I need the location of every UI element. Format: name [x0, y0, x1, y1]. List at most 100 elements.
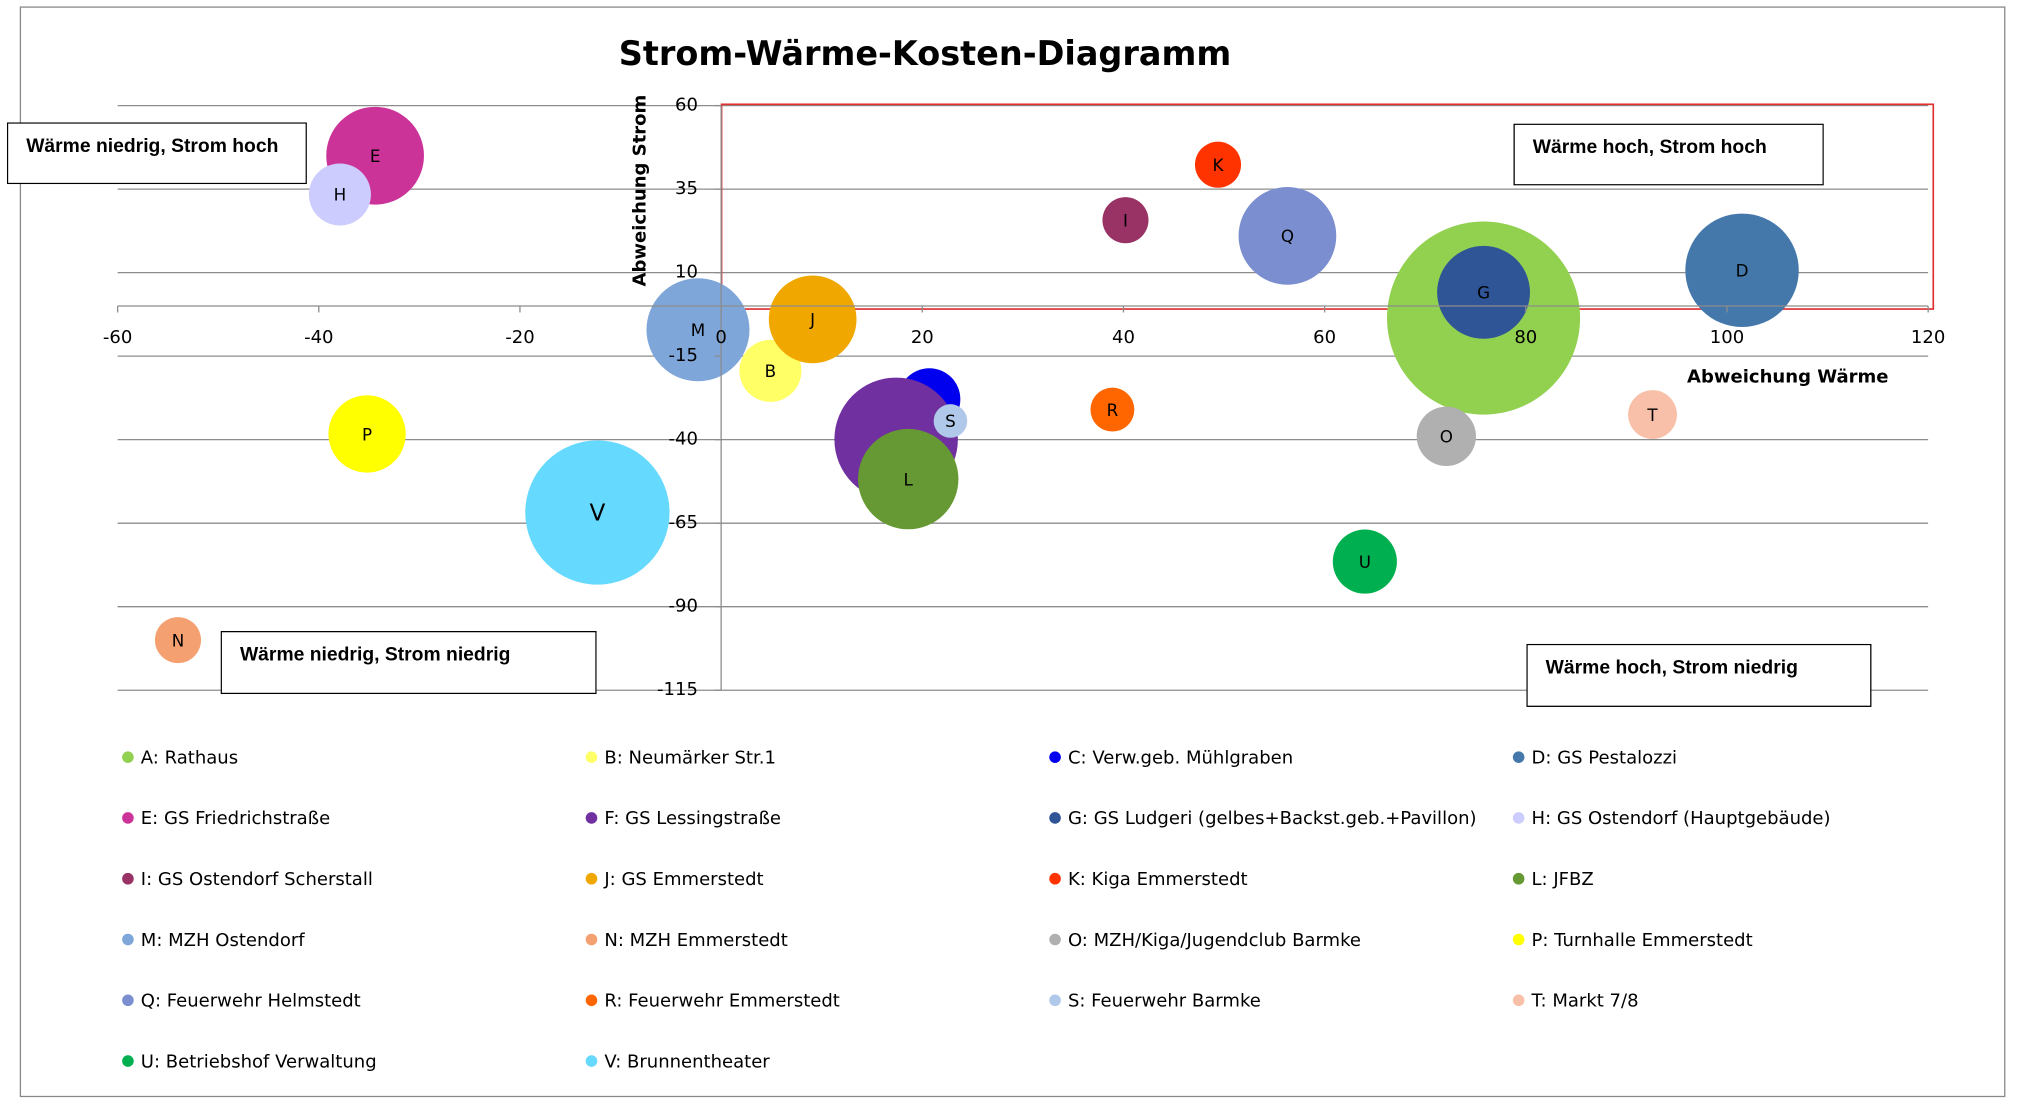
bubble-label: P — [362, 424, 372, 444]
annotation-box: Wärme niedrig, Strom hoch — [6, 122, 307, 185]
legend-swatch — [122, 1055, 134, 1067]
y-tick-label: -15 — [669, 345, 698, 366]
legend-swatch — [122, 994, 134, 1007]
legend-swatch — [122, 933, 134, 946]
y-tick-label: -65 — [669, 512, 698, 533]
y-tick-label: 60 — [675, 95, 698, 116]
bubble — [858, 428, 959, 530]
legend: A: Rathaus B: Neumärker Str.1 C: Verw.geb.… — [122, 747, 1831, 1072]
bubble-label: D — [1736, 261, 1749, 281]
bubble-label: G — [1477, 283, 1490, 303]
bubble-label: E — [370, 146, 381, 166]
bubble-label: T — [1646, 405, 1658, 425]
legend-label: Q: Feuerwehr Helmstedt — [141, 991, 361, 1012]
legend-swatch — [1512, 872, 1525, 885]
legend-label: S: Feuerwehr Barmke — [1068, 991, 1261, 1012]
y-axis-title: Abweichung Strom — [629, 95, 650, 287]
y-tick-label: 35 — [675, 178, 698, 199]
bubble-label: M — [691, 320, 705, 340]
legend-label: C: Verw.geb. Mühlgraben — [1068, 747, 1293, 768]
bubble-label: U — [1359, 552, 1371, 572]
x-tick-label: 0 — [715, 327, 726, 348]
x-tick-label: 80 — [1514, 327, 1537, 348]
grid — [117, 104, 1929, 691]
legend-label: I: GS Ostendorf Scherstall — [141, 869, 373, 890]
bubble — [1437, 245, 1530, 339]
legend-label: B: Neumärker Str.1 — [604, 747, 776, 768]
legend-label: D: GS Pestalozzi — [1532, 747, 1678, 768]
bubble-label: L — [904, 469, 914, 489]
legend-label: H: GS Ostendorf (Hauptgebäude) — [1532, 808, 1831, 829]
x-axis-title: Abweichung Wärme — [1687, 366, 1888, 387]
bubble-label: R — [1107, 400, 1119, 420]
bubbles: ABCDEFGHIJKLMNOPQRSTUV — [154, 106, 1799, 664]
legend-swatch — [1049, 994, 1061, 1007]
legend-swatch — [1512, 751, 1525, 763]
bubble-label: Q — [1281, 226, 1294, 246]
x-tick-label: 60 — [1313, 327, 1336, 348]
legend-swatch — [585, 994, 598, 1007]
bubble — [308, 163, 371, 226]
legend-label: O: MZH/Kiga/Jugendclub Barmke — [1068, 930, 1361, 951]
y-tick-label: -115 — [657, 679, 698, 700]
bubble-label: N — [172, 630, 185, 650]
x-tick-label: 120 — [1911, 327, 1945, 348]
legend-swatch — [585, 812, 598, 824]
y-tick-label: 10 — [675, 262, 698, 283]
legend-label: J: GS Emmerstedt — [603, 869, 763, 890]
legend-swatch — [122, 751, 134, 763]
legend-swatch — [585, 872, 598, 885]
bubble-label: B — [765, 361, 776, 381]
legend-label: A: Rathaus — [141, 747, 238, 768]
x-tick-label: 100 — [1710, 327, 1744, 348]
bubble — [154, 617, 202, 664]
legend-swatch — [1049, 812, 1061, 824]
legend-swatch — [1512, 812, 1525, 824]
annotation-text: Wärme hoch, Strom hoch — [1513, 123, 1824, 186]
bubble — [1685, 213, 1799, 328]
legend-label: V: Brunnentheater — [604, 1051, 770, 1072]
x-tick-label: 40 — [1112, 327, 1135, 348]
legend-swatch — [1049, 933, 1061, 946]
y-tick-label: -40 — [669, 429, 698, 450]
chart-title: Strom-Wärme-Kosten-Diagramm — [619, 34, 1231, 73]
bubble — [1416, 406, 1476, 466]
annotations: Wärme niedrig, Strom hoch Wärme hoch, Str… — [6, 122, 1872, 707]
legend-swatch — [1049, 872, 1061, 885]
bubble — [1194, 141, 1242, 188]
annotation-text: Wärme niedrig, Strom hoch — [6, 122, 307, 185]
legend-swatch — [1049, 751, 1061, 763]
annotation-box: Wärme niedrig, Strom niedrig — [220, 630, 597, 695]
annotation-text: Wärme hoch, Strom niedrig — [1526, 643, 1872, 707]
bubble — [768, 275, 857, 364]
axes: 60 35 10 -15 -40 -65 -90 -115 -60 -40 -20 0 20 40 60 80… — [103, 95, 1945, 701]
bubble-label: O — [1440, 427, 1453, 447]
legend-swatch — [122, 812, 134, 824]
legend-label: T: Markt 7/8 — [1531, 991, 1639, 1012]
legend-label: F: GS Lessingstraße — [604, 808, 781, 829]
legend-label: N: MZH Emmerstedt — [604, 930, 787, 951]
bubble — [328, 395, 406, 473]
legend-swatch — [585, 1055, 598, 1067]
x-tick-label: -60 — [103, 327, 132, 348]
legend-swatch — [1512, 933, 1525, 946]
bubble-label: I — [1123, 210, 1128, 230]
legend-label: G: GS Ludgeri (gelbes+Backst.geb.+Pavill… — [1068, 808, 1477, 829]
bubble-label: S — [945, 411, 956, 431]
legend-swatch — [585, 751, 598, 763]
bubble — [1332, 529, 1397, 594]
bubble — [739, 339, 802, 402]
bubble — [646, 278, 750, 382]
legend-swatch — [1512, 994, 1525, 1007]
bubble — [933, 404, 968, 438]
legend-swatch — [585, 933, 598, 946]
bubble — [1090, 387, 1135, 432]
legend-label: R: Feuerwehr Emmerstedt — [604, 991, 840, 1012]
legend-label: M: MZH Ostendorf — [141, 930, 305, 951]
legend-label: L: JFBZ — [1532, 869, 1594, 890]
bubble-label: V — [589, 499, 605, 526]
annotation-text: Wärme niedrig, Strom niedrig — [220, 630, 597, 695]
annotation-box: Wärme hoch, Strom hoch — [1513, 123, 1824, 186]
